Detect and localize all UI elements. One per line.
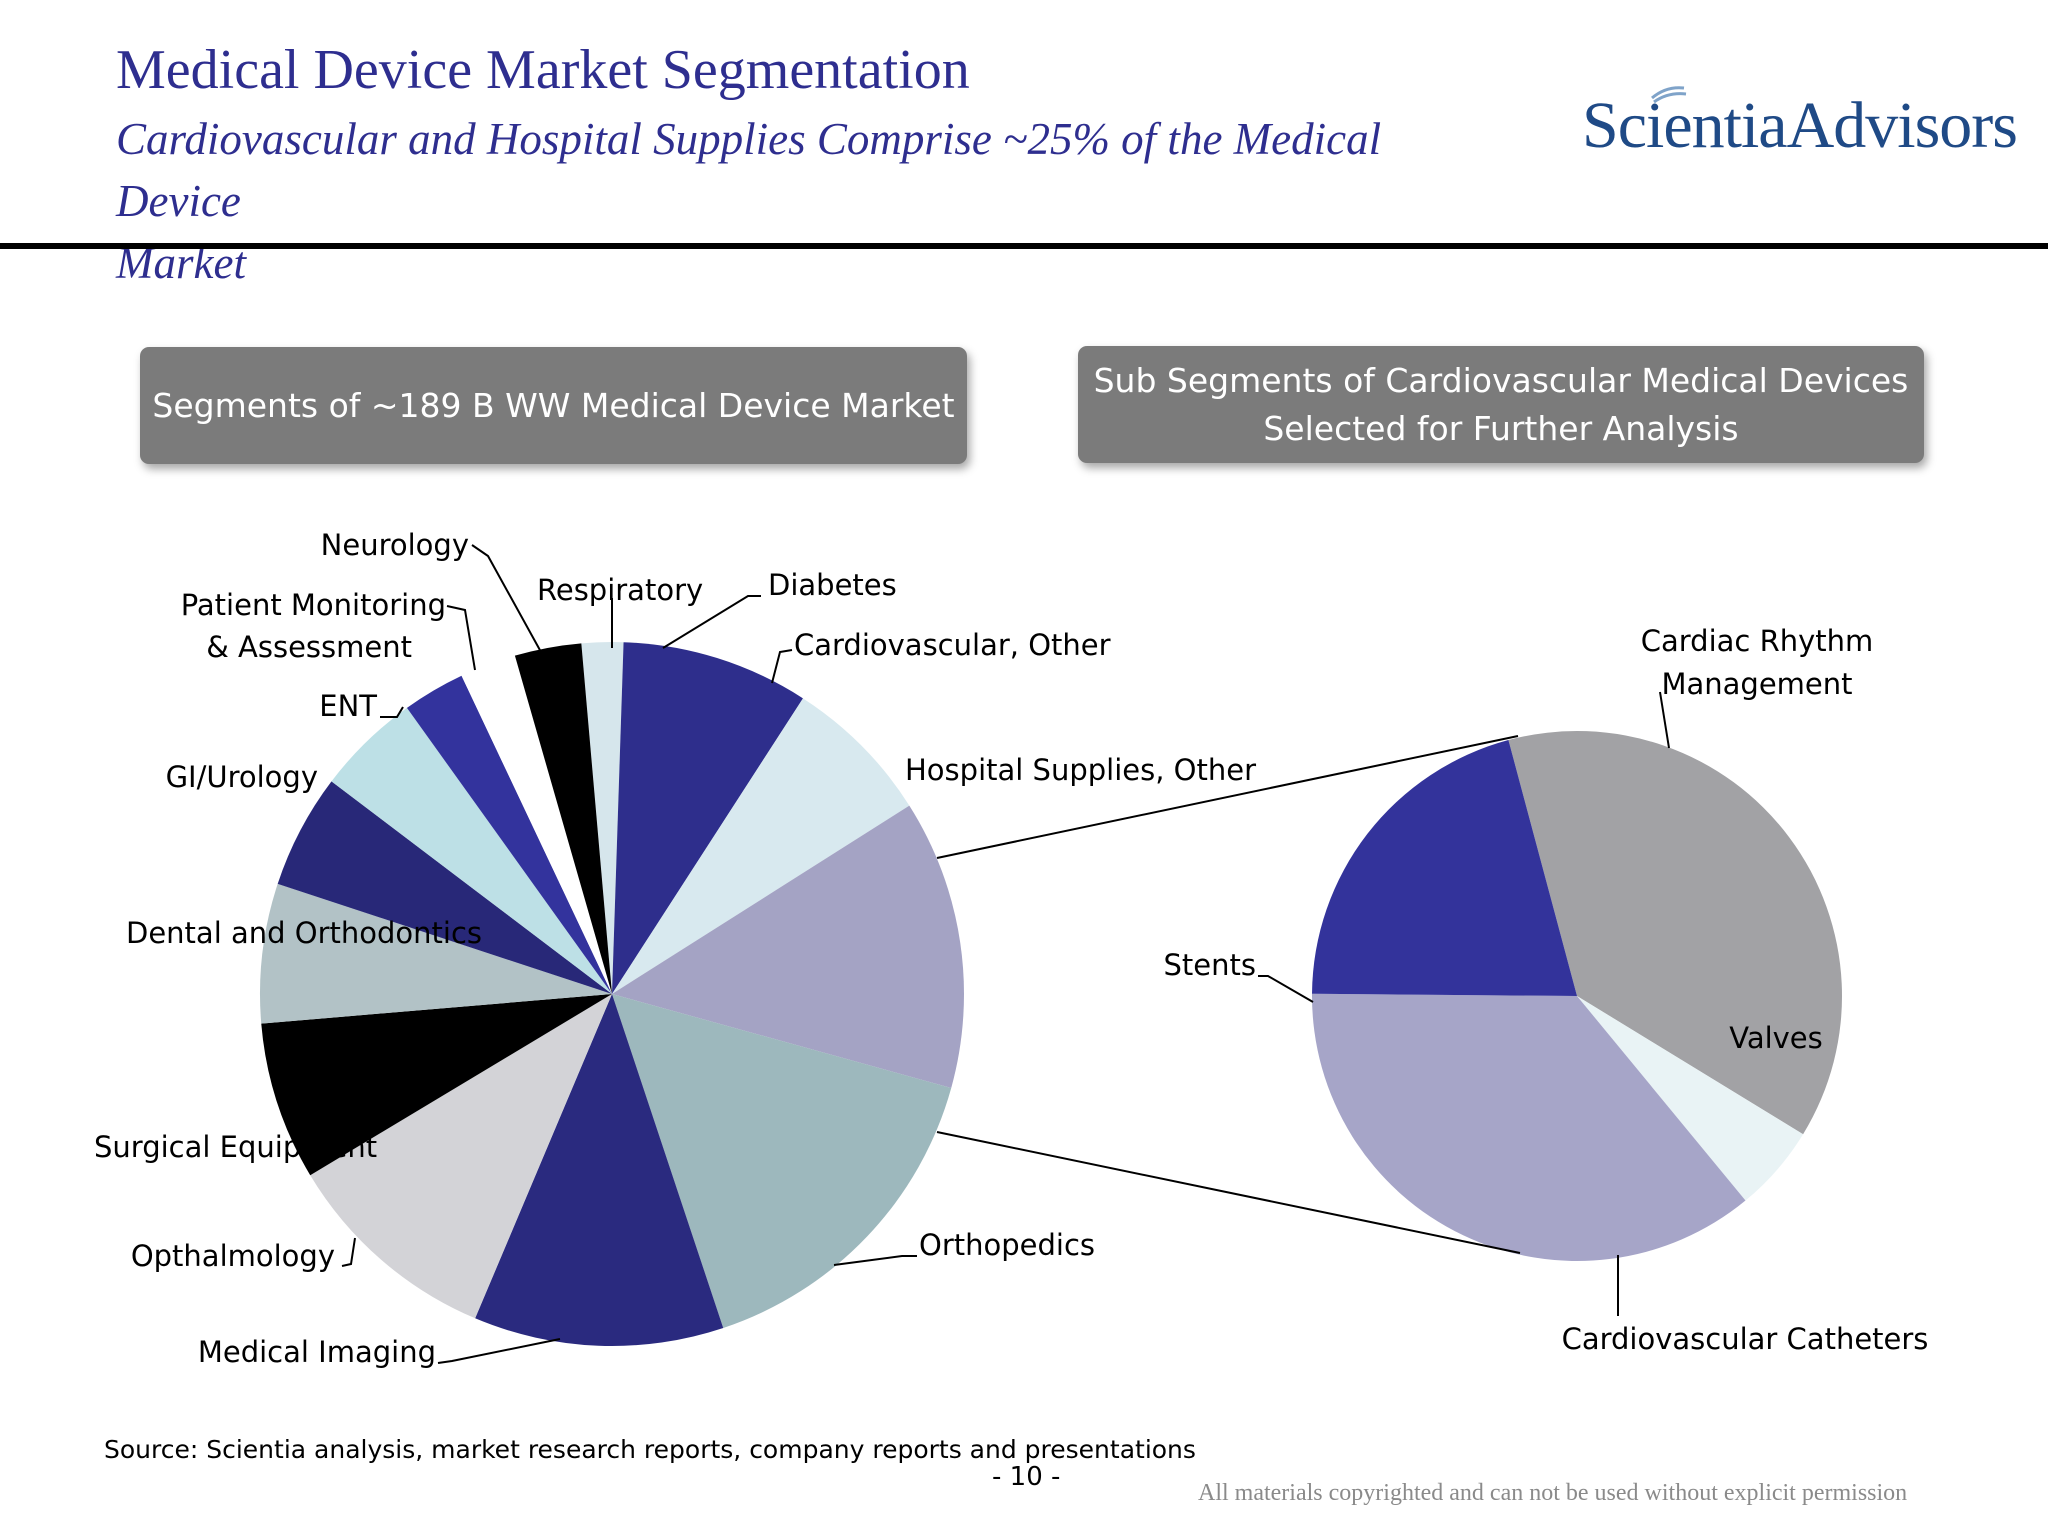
label-ent: ENT [319, 689, 377, 723]
label-gi-urology: GI/Urology [166, 760, 318, 794]
leader-stents [1258, 975, 1314, 1003]
leader-medical-imaging [437, 1338, 561, 1364]
pie-slice-dental-and-orthodontics [260, 883, 612, 1024]
label-opthalmology: Opthalmology [131, 1239, 335, 1273]
pie-slice-medical-imaging [475, 994, 724, 1347]
pie-slice-cardiac-rhythm-management [1508, 731, 1842, 1135]
page-title: Medical Device Market Segmentation [116, 39, 970, 101]
pie-slice-valves [1577, 996, 1804, 1201]
pie-slice-cardiovascular-catheters [1312, 993, 1746, 1262]
label-valves: Valves [1729, 1021, 1823, 1055]
market-segments-pie [260, 642, 964, 1347]
zoom-connector-lines [936, 735, 1521, 1254]
pie-slice-orthopedics [612, 994, 952, 1328]
pie-slice-respiratory [514, 643, 612, 994]
leader-orthopedics [833, 1255, 917, 1266]
label-orthopedics: Orthopedics [919, 1228, 1095, 1262]
pie-slice-surgical-equipment [261, 994, 612, 1176]
label-hospital-supplies: Hospital Supplies, Other [905, 753, 1256, 787]
pie-slice-ent [331, 707, 612, 994]
leader-lines [302, 544, 1670, 1364]
leader-cardiovascular-other [771, 649, 793, 684]
connector-line-bottom [936, 1131, 1521, 1254]
pie-slice-diabetes [581, 642, 624, 994]
label-patient-monitoring-line1: Patient Monitoring [181, 588, 446, 622]
label-medical-imaging: Medical Imaging [198, 1335, 436, 1369]
pie-slice-hospital-supplies-other [612, 698, 910, 994]
left-section-header: Segments of ~189 B WW Medical Device Mar… [140, 347, 967, 464]
logo-swoosh-icon [1651, 86, 1687, 104]
label-diabetes: Diabetes [768, 568, 897, 602]
pie-slice-unlabeled-segment [612, 805, 964, 1088]
right-pie-labels: Cardiac Rhythm Management Stents Valves … [1164, 624, 1929, 1356]
pie-slice-patient-monitoring-assessment [406, 675, 612, 994]
leader-patient-monitoring [446, 605, 476, 671]
leader-surgical [302, 1124, 307, 1139]
leader-crm [1659, 691, 1670, 749]
label-patient-monitoring-line2: & Assessment [206, 630, 412, 664]
cardiovascular-subsegments-pie [1312, 731, 1842, 1262]
header-divider [0, 243, 2048, 249]
pie-slice-gi-urology [277, 781, 612, 994]
page-number: - 10 - [992, 1462, 1061, 1492]
leader-ent [380, 706, 404, 718]
label-crm-line1: Cardiac Rhythm [1641, 624, 1874, 658]
label-crm-line2: Management [1661, 667, 1852, 701]
label-stents: Stents [1164, 948, 1256, 982]
right-section-header-text: Sub Segments of Cardiovascular Medical D… [1094, 357, 1909, 453]
left-section-header-text: Segments of ~189 B WW Medical Device Mar… [152, 385, 955, 425]
right-section-header: Sub Segments of Cardiovascular Medical D… [1078, 346, 1924, 463]
label-cardiovascular-other: Cardiovascular, Other [794, 628, 1111, 662]
label-respiratory: Respiratory [537, 573, 703, 607]
connector-line-top [936, 735, 1519, 859]
leader-neurology [471, 544, 542, 653]
leader-opthalmology [341, 1237, 356, 1267]
subtitle-line-1: Cardiovascular and Hospital Supplies Com… [116, 114, 1382, 226]
pie-slice-cardiovascular-other [612, 642, 803, 994]
right-header-line-1: Sub Segments of Cardiovascular Medical D… [1093, 360, 1909, 400]
copyright-notice: All materials copyrighted and can not be… [1198, 1480, 1908, 1506]
pie-slice-opthalmology [310, 994, 612, 1319]
leader-diabetes [662, 595, 761, 649]
label-neurology: Neurology [321, 528, 469, 562]
source-note: Source: Scientia analysis, market resear… [104, 1435, 1196, 1464]
label-surgical-equipment: Surgical Equipment [94, 1130, 377, 1164]
right-header-line-2: Selected for Further Analysis [1263, 408, 1739, 448]
label-cardiovascular-catheters: Cardiovascular Catheters [1562, 1322, 1929, 1356]
company-logo: ScientiaAdvisors [1582, 86, 2018, 164]
pie-slice-stents [1312, 740, 1577, 996]
label-dental: Dental and Orthodontics [126, 916, 482, 950]
left-pie-labels: Neurology Patient Monitoring & Assessmen… [94, 528, 1256, 1369]
pie-slice-neurology [461, 655, 612, 994]
